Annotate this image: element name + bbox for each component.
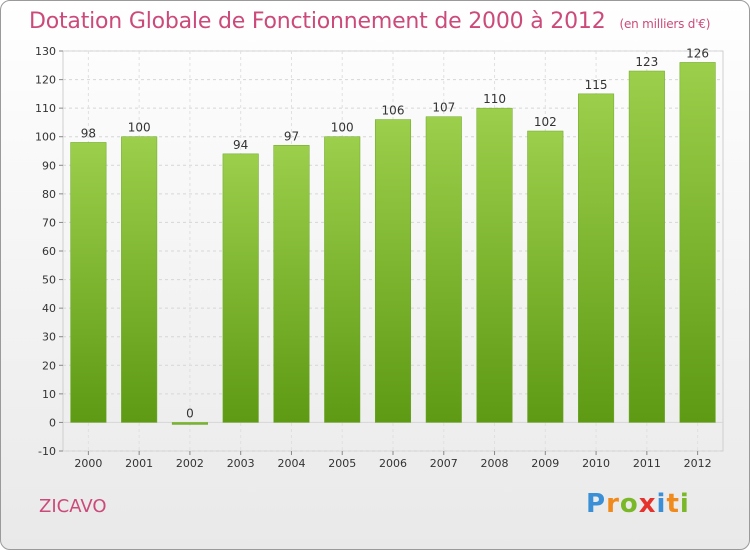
bar-2006: [374, 119, 412, 423]
y-tick-label: 10: [42, 388, 56, 401]
x-tick-label: 2005: [328, 457, 356, 470]
y-tick-label: 130: [35, 45, 56, 58]
bar-2011: [628, 70, 665, 423]
bar-2001: [121, 136, 158, 423]
label-layer: -100102030405060708090100110120130982000…: [35, 45, 712, 470]
chart-unit: (en milliers d'€): [619, 17, 711, 31]
x-tick-label: 2009: [531, 457, 559, 470]
bar-value-label: 107: [432, 101, 455, 115]
logo-letter: r: [606, 489, 620, 519]
y-tick-label: 0: [49, 416, 56, 429]
bar-2009: [527, 130, 564, 423]
x-tick-label: 2004: [277, 457, 305, 470]
bar-2007: [425, 116, 462, 423]
bar-2002: [171, 422, 208, 425]
x-tick-label: 2008: [481, 457, 509, 470]
bar-value-label: 106: [382, 104, 405, 118]
bar-value-label: 100: [128, 121, 151, 135]
logo-letter: i: [656, 489, 667, 519]
bar-value-label: 0: [186, 406, 194, 420]
bar-2004: [273, 145, 310, 423]
y-tick-label: 110: [35, 102, 56, 115]
y-tick-label: 90: [42, 159, 56, 172]
y-tick-label: 50: [42, 274, 56, 287]
logo-letter: P: [586, 489, 607, 519]
bar-value-label: 102: [534, 115, 557, 129]
bar-layer: [70, 62, 716, 425]
x-tick-label: 2000: [74, 457, 102, 470]
logo-letter: x: [638, 489, 657, 519]
bar-value-label: 123: [635, 55, 658, 69]
bar-value-label: 115: [585, 78, 608, 92]
bar-2000: [70, 142, 107, 423]
logo-letter: o: [619, 489, 639, 519]
chart-title: Dotation Globale de Fonctionnement de 20…: [29, 9, 710, 34]
bar-2012: [679, 62, 716, 423]
bar-2008: [476, 107, 513, 423]
x-tick-label: 2012: [684, 457, 712, 470]
bar-value-label: 97: [284, 129, 299, 143]
commune-name: ZICAVO: [39, 496, 107, 517]
x-tick-label: 2010: [582, 457, 610, 470]
bar-value-label: 100: [331, 121, 354, 135]
bar-value-label: 110: [483, 92, 506, 106]
x-tick-label: 2002: [176, 457, 204, 470]
proxiti-logo: Proxiti: [586, 489, 690, 519]
y-tick-label: 100: [35, 131, 56, 144]
logo-letter: i: [679, 489, 690, 519]
x-tick-label: 2001: [125, 457, 153, 470]
bar-2010: [578, 93, 615, 423]
logo-letter: t: [666, 489, 680, 519]
y-tick-label: 20: [42, 359, 56, 372]
y-tick-label: 120: [35, 74, 56, 87]
y-tick-label: 70: [42, 216, 56, 229]
x-tick-label: 2006: [379, 457, 407, 470]
x-tick-label: 2007: [430, 457, 458, 470]
x-tick-label: 2003: [227, 457, 255, 470]
y-tick-label: 30: [42, 331, 56, 344]
y-tick-label: 80: [42, 188, 56, 201]
y-tick-label: 60: [42, 245, 56, 258]
bar-value-label: 126: [686, 46, 709, 60]
bar-2005: [324, 136, 361, 423]
chart-title-text: Dotation Globale de Fonctionnement de 20…: [29, 9, 606, 34]
bar-2003: [222, 153, 259, 423]
x-tick-label: 2011: [633, 457, 661, 470]
y-tick-label: 40: [42, 302, 56, 315]
bar-value-label: 98: [81, 126, 96, 140]
bar-value-label: 94: [233, 138, 248, 152]
y-tick-label: -10: [38, 445, 56, 458]
